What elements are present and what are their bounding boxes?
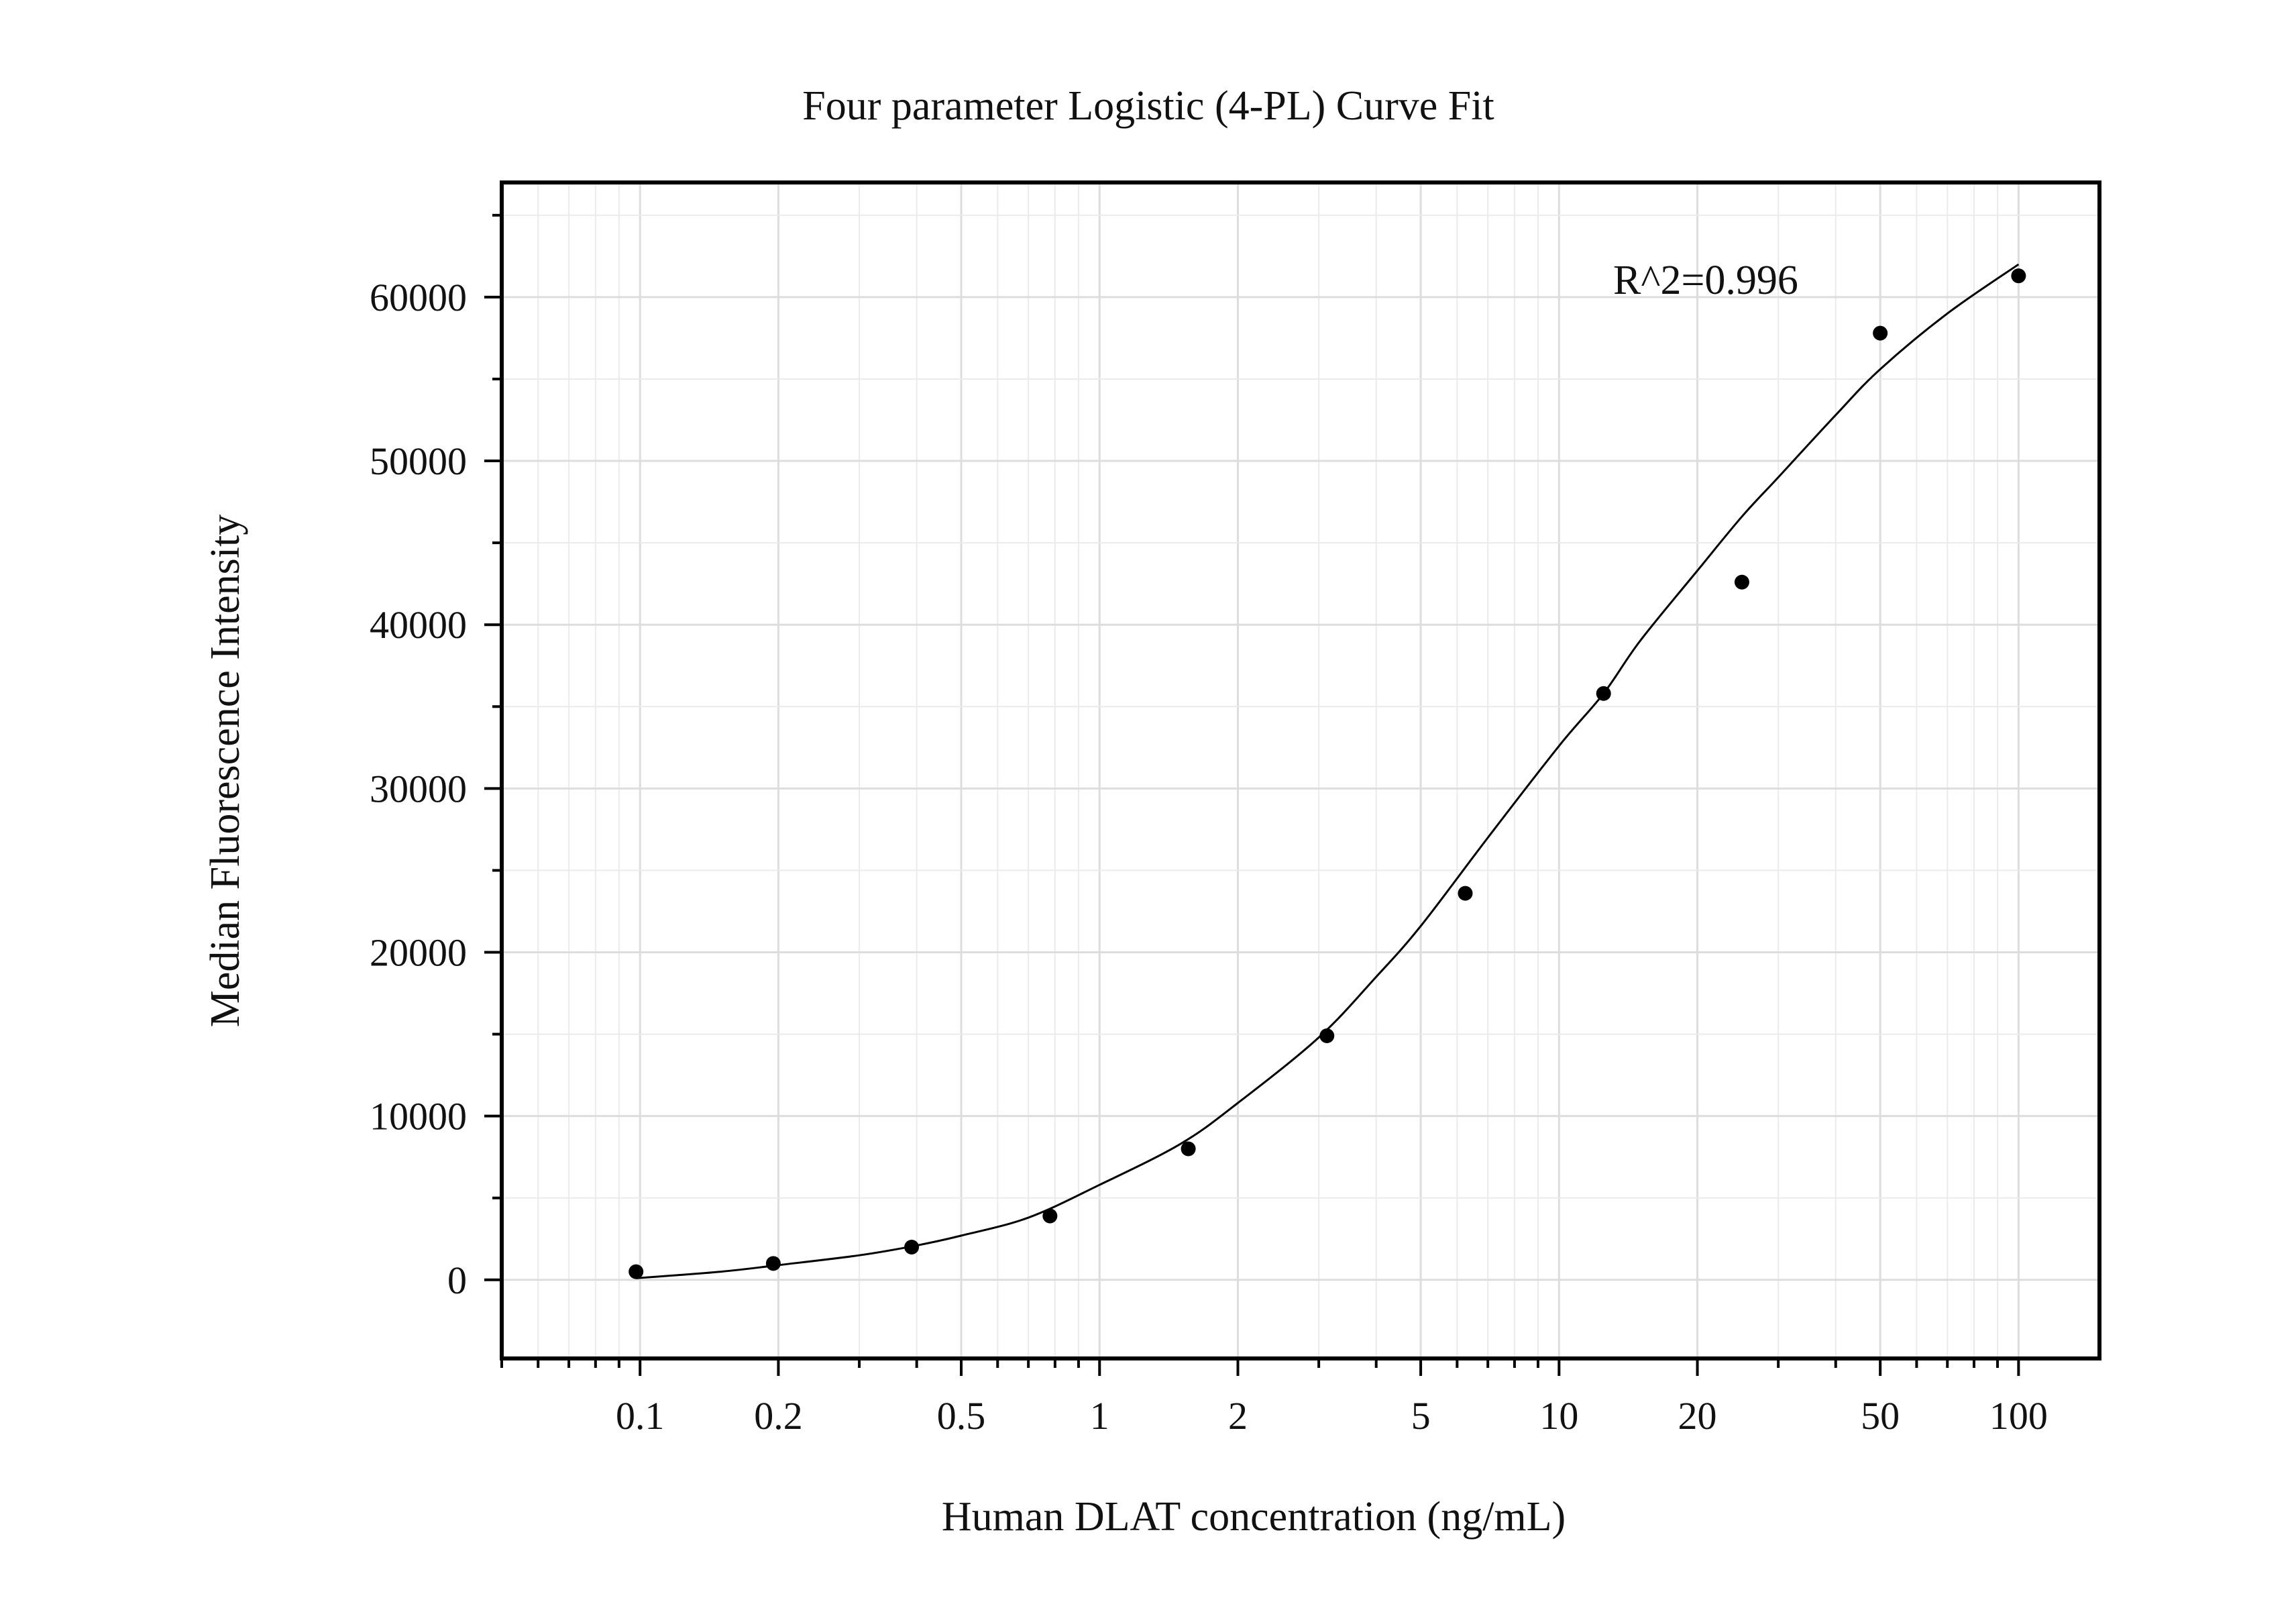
- plot-frame: [500, 180, 2101, 1360]
- data-point: [765, 1256, 781, 1271]
- data-point: [1181, 1141, 1196, 1157]
- x-axis-title: Human DLAT concentration (ng/mL): [942, 1494, 1566, 1540]
- annotation-r-squared: R^2=0.996: [1613, 258, 1798, 303]
- x-tick-label: 20: [1678, 1394, 1717, 1438]
- y-axis-title: Median Fluorescence Intensity: [203, 515, 248, 1027]
- y-tick-label: 60000: [370, 276, 467, 319]
- data-points: [628, 268, 2026, 1279]
- y-tick-label: 0: [447, 1259, 467, 1302]
- data-point: [1734, 574, 1749, 590]
- data-point: [2011, 268, 2026, 284]
- x-tick-label: 0.1: [616, 1394, 665, 1438]
- y-tick-label: 40000: [370, 603, 467, 647]
- data-point: [1458, 886, 1473, 901]
- x-tick-label: 1: [1090, 1394, 1109, 1438]
- axis-ticks: [484, 213, 2020, 1376]
- x-tick-label: 50: [1861, 1394, 1900, 1438]
- x-tick-label: 10: [1539, 1394, 1578, 1438]
- tick-labels: 0.1 0.2 0.5 1 2 5 10 20 50 100 0 10000 20000 30000 400…: [370, 276, 2048, 1438]
- y-tick-label: 50000: [370, 439, 467, 483]
- x-tick-label: 0.5: [937, 1394, 986, 1438]
- grid: [501, 182, 2099, 1358]
- chart-title: Four parameter Logistic (4-PL) Curve Fit: [802, 83, 1494, 129]
- data-point: [1319, 1028, 1335, 1044]
- data-point: [628, 1264, 644, 1279]
- x-tick-label: 0.2: [754, 1394, 803, 1438]
- y-tick-label: 30000: [370, 767, 467, 810]
- data-point: [1873, 325, 1888, 341]
- x-tick-label: 100: [1989, 1394, 2048, 1438]
- x-tick-label: 2: [1228, 1394, 1248, 1438]
- x-tick-label: 5: [1411, 1394, 1431, 1438]
- data-point: [1042, 1208, 1058, 1224]
- data-point: [1596, 686, 1611, 701]
- y-tick-label: 10000: [370, 1095, 467, 1138]
- data-point: [904, 1239, 920, 1254]
- y-tick-label: 20000: [370, 931, 467, 975]
